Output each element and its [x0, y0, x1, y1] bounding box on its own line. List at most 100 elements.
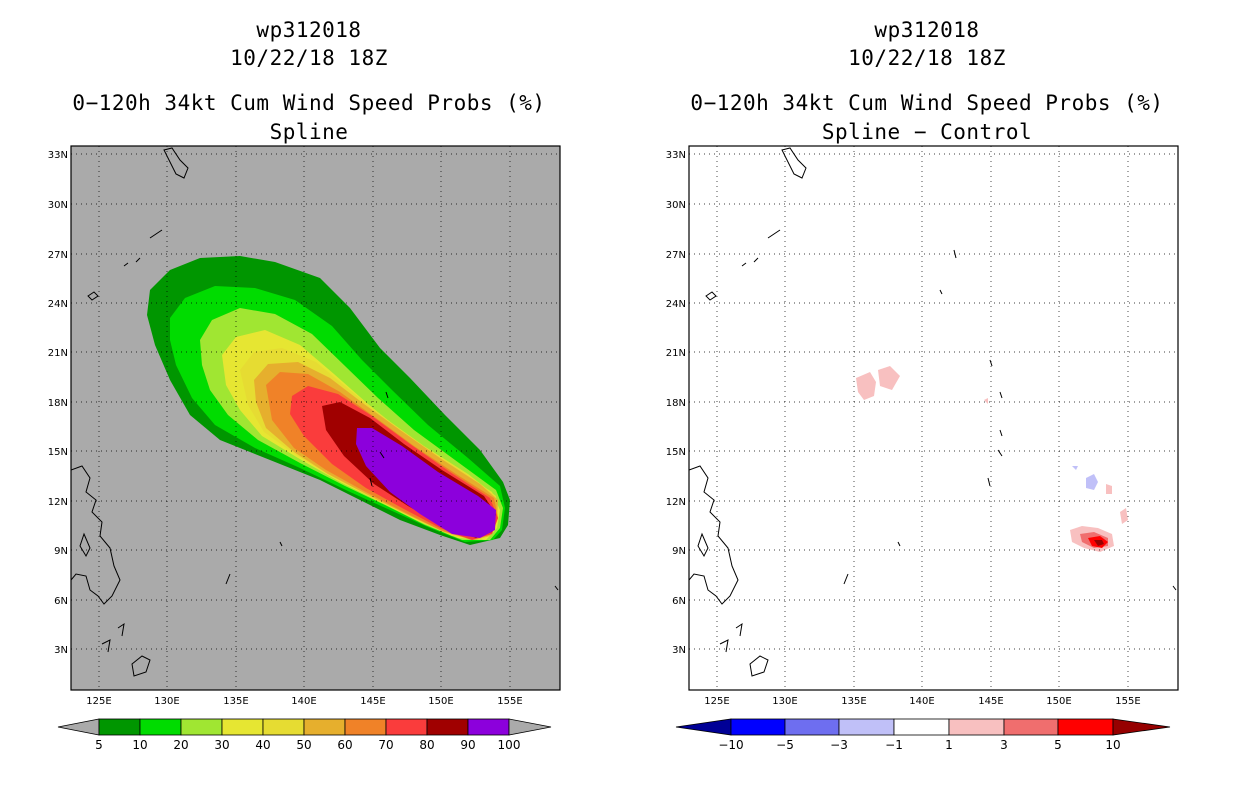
colorbar-swatch	[344, 718, 387, 736]
coast-luzon	[71, 465, 121, 605]
coast-ryukyu	[741, 229, 781, 267]
lon-label: 125E	[704, 696, 729, 707]
coast-taiwan	[87, 291, 99, 301]
coast-luzon	[689, 465, 739, 605]
lon-label: 155E	[1115, 696, 1140, 707]
lat-label: 24N	[48, 299, 68, 310]
lon-label: 125E	[86, 696, 111, 707]
colorbar-label: 20	[173, 738, 188, 752]
lon-label: 130E	[772, 696, 797, 707]
lat-label: 30N	[666, 200, 686, 211]
colorbar-label: −1	[885, 738, 903, 752]
colorbar-swatch	[385, 718, 428, 736]
lat-label: 33N	[48, 150, 68, 161]
colorbar-labels: 5 10 20 30 40 50 60 70 80 90 100	[95, 738, 520, 752]
colorbar-label: 5	[1054, 738, 1062, 752]
lon-label: 140E	[291, 696, 316, 707]
coast-ryukyu	[123, 229, 163, 267]
coastlines	[689, 147, 1177, 677]
colorbar-label: −10	[718, 738, 743, 752]
datetime-title: 10/22/18 18Z	[848, 46, 1006, 70]
coast-mindoro	[79, 532, 91, 558]
lat-label: 21N	[48, 348, 68, 359]
colorbar-label: 100	[498, 738, 521, 752]
panel-subtitle: Spline	[269, 120, 349, 144]
lat-label: 15N	[48, 447, 68, 458]
diff-negative-small	[1072, 466, 1078, 470]
colorbar-swatch	[730, 718, 786, 736]
lat-label: 21N	[666, 348, 686, 359]
diff-negative-small	[1086, 474, 1098, 490]
colorbar-label: 50	[296, 738, 311, 752]
product-title: 0−120h 34kt Cum Wind Speed Probs (%)	[72, 91, 546, 115]
lon-axis: 125E 130E 135E 140E 145E 150E 155E	[704, 696, 1140, 707]
colorbar-label: 10	[132, 738, 147, 752]
panel-spline-minus-control: wp312018 10/22/18 18Z 0−120h 34kt Cum Wi…	[618, 0, 1236, 800]
colorbar-swatch	[838, 718, 895, 736]
colorbar-swatch	[893, 718, 950, 736]
colorbar	[57, 718, 552, 736]
coast-mindanao	[101, 622, 151, 677]
lat-axis: 33N 30N 27N 24N 21N 18N 15N 12N 9N 6N 3N	[666, 150, 686, 656]
colorbar-label: 80	[419, 738, 434, 752]
contour-90	[356, 428, 496, 538]
difference-features	[856, 366, 1128, 552]
lat-label: 6N	[54, 596, 68, 607]
colorbar-label: −5	[776, 738, 794, 752]
lat-label: 12N	[48, 497, 68, 508]
colorbar-label: −3	[830, 738, 848, 752]
colorbar-swatch	[1057, 718, 1114, 736]
diff-positive-small	[878, 366, 900, 390]
coast-marianas	[843, 249, 1177, 591]
lon-label: 145E	[978, 696, 1003, 707]
diff-positive-small	[1120, 508, 1128, 524]
panel-subtitle: Spline − Control	[821, 120, 1033, 144]
colorbar-swatch	[784, 718, 840, 736]
colorbar-swatch	[1003, 718, 1059, 736]
lat-label: 30N	[48, 200, 68, 211]
colorbar-high-end	[1112, 718, 1171, 736]
product-title: 0−120h 34kt Cum Wind Speed Probs (%)	[690, 91, 1164, 115]
colorbar-labels: −10 −5 −3 −1 1 3 5 10	[718, 738, 1120, 752]
lat-label: 12N	[666, 497, 686, 508]
lat-axis: 33N 30N 27N 24N 21N 18N 15N 12N 9N 6N 3N	[48, 150, 68, 656]
panel-spline: wp312018 10/22/18 18Z 0−120h 34kt Cum Wi…	[48, 18, 561, 752]
colorbar-high-end	[508, 718, 552, 736]
map-frame	[70, 145, 561, 691]
storm-id-title: wp312018	[256, 18, 362, 42]
colorbar-swatch	[426, 718, 469, 736]
lon-label: 155E	[497, 696, 522, 707]
colorbar-label: 70	[378, 738, 393, 752]
colorbar-label: 1	[945, 738, 953, 752]
lat-label: 15N	[666, 447, 686, 458]
lat-label: 27N	[666, 250, 686, 261]
lon-label: 140E	[909, 696, 934, 707]
map-frame	[688, 145, 1179, 691]
colorbar-swatch	[467, 718, 510, 736]
graticule	[689, 146, 1178, 690]
colorbar-swatch	[262, 718, 305, 736]
colorbar-swatch	[139, 718, 182, 736]
lat-label: 18N	[666, 398, 686, 409]
coast-kyushu	[163, 147, 189, 179]
lon-label: 130E	[154, 696, 179, 707]
colorbar	[675, 718, 1171, 736]
coast-kyushu	[781, 147, 807, 179]
coast-mindoro	[697, 532, 709, 558]
coast-mindanao	[719, 622, 769, 677]
lon-label: 145E	[360, 696, 385, 707]
coastlines	[71, 147, 559, 677]
colorbar-label: 5	[95, 738, 103, 752]
lat-label: 9N	[672, 546, 686, 557]
lon-label: 150E	[428, 696, 453, 707]
lon-label: 150E	[1046, 696, 1071, 707]
diff-positive-small	[984, 398, 988, 404]
lat-label: 3N	[54, 645, 68, 656]
diff-positive-max	[1094, 540, 1104, 546]
colorbar-label: 3	[1000, 738, 1008, 752]
colorbar-label: 10	[1105, 738, 1120, 752]
lat-label: 18N	[48, 398, 68, 409]
lat-label: 33N	[666, 150, 686, 161]
lat-label: 27N	[48, 250, 68, 261]
colorbar-label: 90	[460, 738, 475, 752]
